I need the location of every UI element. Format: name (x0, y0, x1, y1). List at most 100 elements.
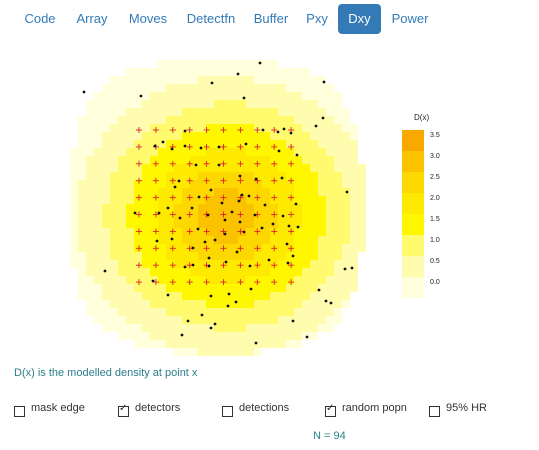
checkbox-box[interactable]: ✓ (118, 404, 129, 417)
density-cell (334, 188, 342, 196)
density-cell (102, 308, 110, 316)
density-cell (302, 188, 310, 196)
density-cell (286, 332, 294, 340)
density-cell (358, 236, 366, 244)
detector-marker (203, 228, 210, 235)
density-cell (222, 324, 230, 332)
density-cell (246, 308, 254, 316)
density-cell (230, 172, 238, 180)
detector-marker (136, 211, 142, 218)
population-point (180, 333, 184, 337)
detector-marker (136, 127, 142, 133)
population-point (236, 72, 240, 76)
detector-marker (203, 245, 210, 252)
density-cell (294, 236, 302, 244)
checkbox-box[interactable] (429, 406, 440, 417)
density-cell (182, 172, 190, 180)
density-cell (158, 124, 166, 132)
density-cell (286, 268, 294, 276)
density-cell (238, 316, 246, 324)
density-cell (262, 84, 270, 92)
detector-marker (237, 143, 244, 150)
random-popn-checkbox[interactable]: ✓ random popn (325, 402, 415, 418)
tab-power[interactable]: Power (391, 11, 429, 26)
density-cell (174, 340, 182, 348)
density-cell (334, 204, 342, 212)
density-cell (350, 188, 358, 196)
density-cell (118, 228, 126, 236)
density-cell (94, 100, 102, 108)
density-cell (110, 140, 118, 148)
density-cell (126, 156, 134, 164)
density-cell (286, 84, 294, 92)
density-cell (190, 132, 198, 140)
density-cell (142, 188, 150, 196)
density-cell (286, 220, 294, 228)
density-cell (318, 100, 326, 108)
density-cell (102, 300, 110, 308)
density-cell (254, 276, 262, 284)
density-cell (78, 188, 86, 196)
tab-buffer[interactable]: Buffer (253, 11, 289, 26)
density-cell (118, 204, 126, 212)
density-cell (294, 332, 302, 340)
density-cell (206, 236, 214, 244)
hr95-checkbox[interactable]: 95% HR (429, 402, 509, 418)
density-cell (318, 220, 326, 228)
checkbox-box[interactable] (222, 406, 233, 417)
density-cell (246, 284, 254, 292)
tab-detectfn[interactable]: Detectfn (186, 11, 236, 26)
tab-array[interactable]: Array (76, 11, 108, 26)
mask-edge-checkbox[interactable]: mask edge (14, 402, 94, 418)
density-cell (94, 148, 102, 156)
density-cell (134, 212, 142, 220)
density-cell (350, 236, 358, 244)
density-cell (150, 68, 158, 76)
legend-level: 2.0 (430, 195, 440, 202)
detector-marker (186, 194, 193, 201)
density-cell (278, 292, 286, 300)
tab-dxy[interactable]: Dxy (338, 4, 381, 34)
tab-moves[interactable]: Moves (128, 11, 168, 26)
density-cell (310, 76, 318, 84)
checkbox-box[interactable] (14, 406, 25, 417)
density-cell (182, 236, 190, 244)
detections-checkbox[interactable]: detections (222, 402, 302, 418)
density-cell (174, 68, 182, 76)
population-point (321, 116, 325, 120)
density-cell (278, 252, 286, 260)
density-cell (198, 148, 206, 156)
density-cell (302, 220, 310, 228)
population-point (173, 185, 177, 189)
density-cell (310, 204, 318, 212)
density-cell (118, 276, 126, 284)
detector-marker (169, 228, 176, 235)
density-cell (206, 68, 214, 76)
population-point (350, 266, 354, 270)
density-cell (110, 108, 118, 116)
density-cell (174, 348, 182, 356)
density-cell (230, 300, 238, 308)
density-cell (118, 220, 126, 228)
density-cell (182, 260, 190, 268)
density-cell (270, 180, 278, 188)
detector-marker (271, 160, 278, 167)
tab-code[interactable]: Code (24, 11, 56, 26)
density-cell (158, 116, 166, 124)
density-cell (166, 276, 174, 284)
detectors-checkbox[interactable]: ✓ detectors (118, 402, 198, 418)
density-cell (254, 252, 262, 260)
density-cell (310, 116, 318, 124)
density-cell (310, 180, 318, 188)
density-cell (158, 340, 166, 348)
density-cell (294, 164, 302, 172)
population-point (254, 341, 258, 345)
density-cell (94, 132, 102, 140)
tab-pxy[interactable]: Pxy (306, 11, 328, 26)
density-cell (246, 300, 254, 308)
checkbox-box[interactable]: ✓ (325, 404, 336, 417)
density-cell (126, 180, 134, 188)
checkbox-label: mask edge (31, 402, 85, 414)
density-cell (118, 188, 126, 196)
density-cell (342, 132, 350, 140)
